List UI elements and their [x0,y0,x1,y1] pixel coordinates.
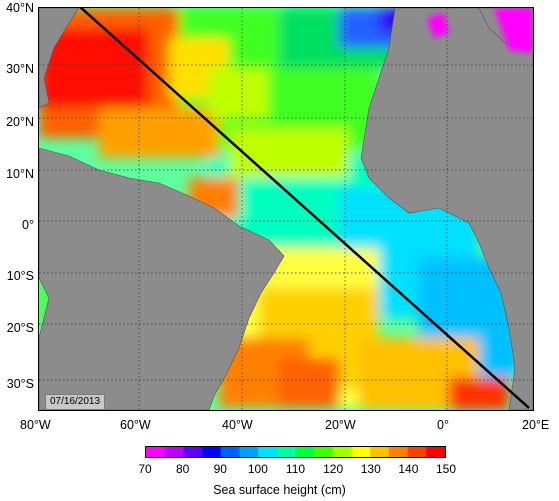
lon-label-20w: 20°W [325,418,356,432]
lon-label-60w: 60°W [120,418,151,432]
central-south-america-north [39,147,285,410]
lat-label-40n: 40°N [6,1,34,15]
colorbar-segment [220,447,240,457]
colorbar-tick-label: 110 [285,462,306,476]
colorbar-label: Sea surface height (cm) [213,483,346,497]
colorbar-segment [146,447,166,457]
colorbar-segment [407,447,427,457]
map-canvas [39,8,533,410]
colorbar-segment [314,447,334,457]
colorbar-segment [351,447,371,457]
colorbar-tick-label: 90 [213,462,227,476]
colorbar-tick-label: 150 [435,462,457,476]
lat-label-30s: 30°S [6,377,34,391]
sea-surface-height-map [38,7,534,411]
lon-label-20e: 20°E [522,418,550,432]
north-america [39,8,80,109]
colorbar-ticks: 70 80 90 100 110 120 130 140 150 [138,462,456,476]
lat-label-20n: 20°N [6,115,34,129]
lon-label-80w: 80°W [20,418,51,432]
lat-label-30n: 30°N [6,62,34,76]
lat-label-10n: 10°N [6,167,34,181]
colorbar-segment [202,447,222,457]
colorbar-segment [295,447,315,457]
lat-label-20s: 20°S [6,321,34,335]
low-ssh-patches [427,8,533,53]
colorbar-segment [239,447,259,457]
colorbar-tick-label: 140 [398,462,419,476]
colorbar-segment [183,447,203,457]
colorbar-tick-label: 130 [360,462,381,476]
date-stamp: 07/16/2013 [45,394,106,410]
colorbar-segment [258,447,278,457]
colorbar-segment [164,447,184,457]
colorbar-segment [276,447,296,457]
colorbar-tick-label: 100 [247,462,268,476]
colorbar-tick-label: 120 [323,462,344,476]
lat-label-0: 0° [22,218,34,232]
graticule [39,8,533,410]
lat-label-10s: 10°S [6,269,34,283]
colorbar-segment [370,447,390,457]
lon-label-40w: 40°W [222,418,253,432]
colorbar-segment [332,447,353,457]
section-line [79,8,530,409]
colorbar [145,446,446,458]
colorbar-tick-label: 70 [138,462,152,476]
lon-label-0: 0° [437,418,449,432]
colorbar-segment [388,447,409,457]
colorbar-segment [426,447,445,457]
colorbar-tick-label: 80 [175,462,190,476]
